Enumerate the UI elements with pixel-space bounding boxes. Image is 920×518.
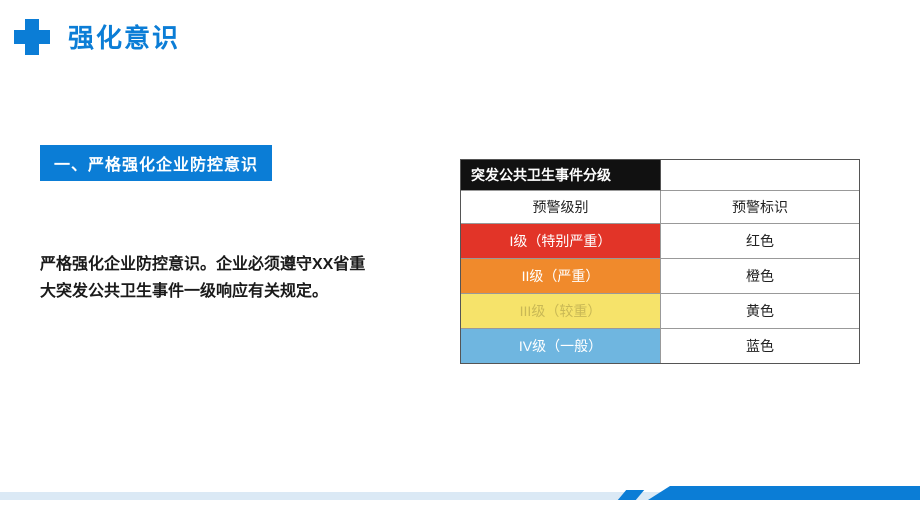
page-title: 强化意识 [68,18,180,55]
col-header-marker: 预警标识 [661,191,859,224]
left-column: 一、严格强化企业防控意识 严格强化企业防控意识。企业必须遵守XX省重大突发公共卫… [40,145,410,364]
classification-table: 突发公共卫生事件分级 预警级别 预警标识 I级（特别严重）红色II级（严重）橙色… [460,159,860,364]
table-title-row: 突发公共卫生事件分级 [461,160,859,191]
col-header-level: 预警级别 [461,191,661,224]
footer-decoration [0,482,920,500]
footer-left-bar [0,492,670,500]
marker-cell: 橙色 [661,259,859,294]
marker-cell: 黄色 [661,294,859,329]
section-header: 一、严格强化企业防控意识 [40,145,272,181]
table-row: I级（特别严重）红色 [461,224,859,259]
level-cell: I级（特别严重） [461,224,661,259]
table-header-row: 预警级别 预警标识 [461,191,859,224]
marker-cell: 蓝色 [661,329,859,363]
slide-header: 强化意识 [0,0,920,55]
table-row: IV级（一般）蓝色 [461,329,859,363]
right-column: 突发公共卫生事件分级 预警级别 预警标识 I级（特别严重）红色II级（严重）橙色… [410,145,880,364]
table-row: II级（严重）橙色 [461,259,859,294]
content-area: 一、严格强化企业防控意识 严格强化企业防控意识。企业必须遵守XX省重大突发公共卫… [0,145,920,364]
marker-cell: 红色 [661,224,859,259]
footer-right-bar [670,486,920,500]
table-title: 突发公共卫生事件分级 [461,160,661,191]
level-cell: IV级（一般） [461,329,661,363]
table-row: III级（较重）黄色 [461,294,859,329]
cross-icon [14,19,50,55]
body-text: 严格强化企业防控意识。企业必须遵守XX省重大突发公共卫生事件一级响应有关规定。 [40,251,410,305]
level-cell: III级（较重） [461,294,661,329]
level-cell: II级（严重） [461,259,661,294]
table-title-blank [661,160,859,191]
